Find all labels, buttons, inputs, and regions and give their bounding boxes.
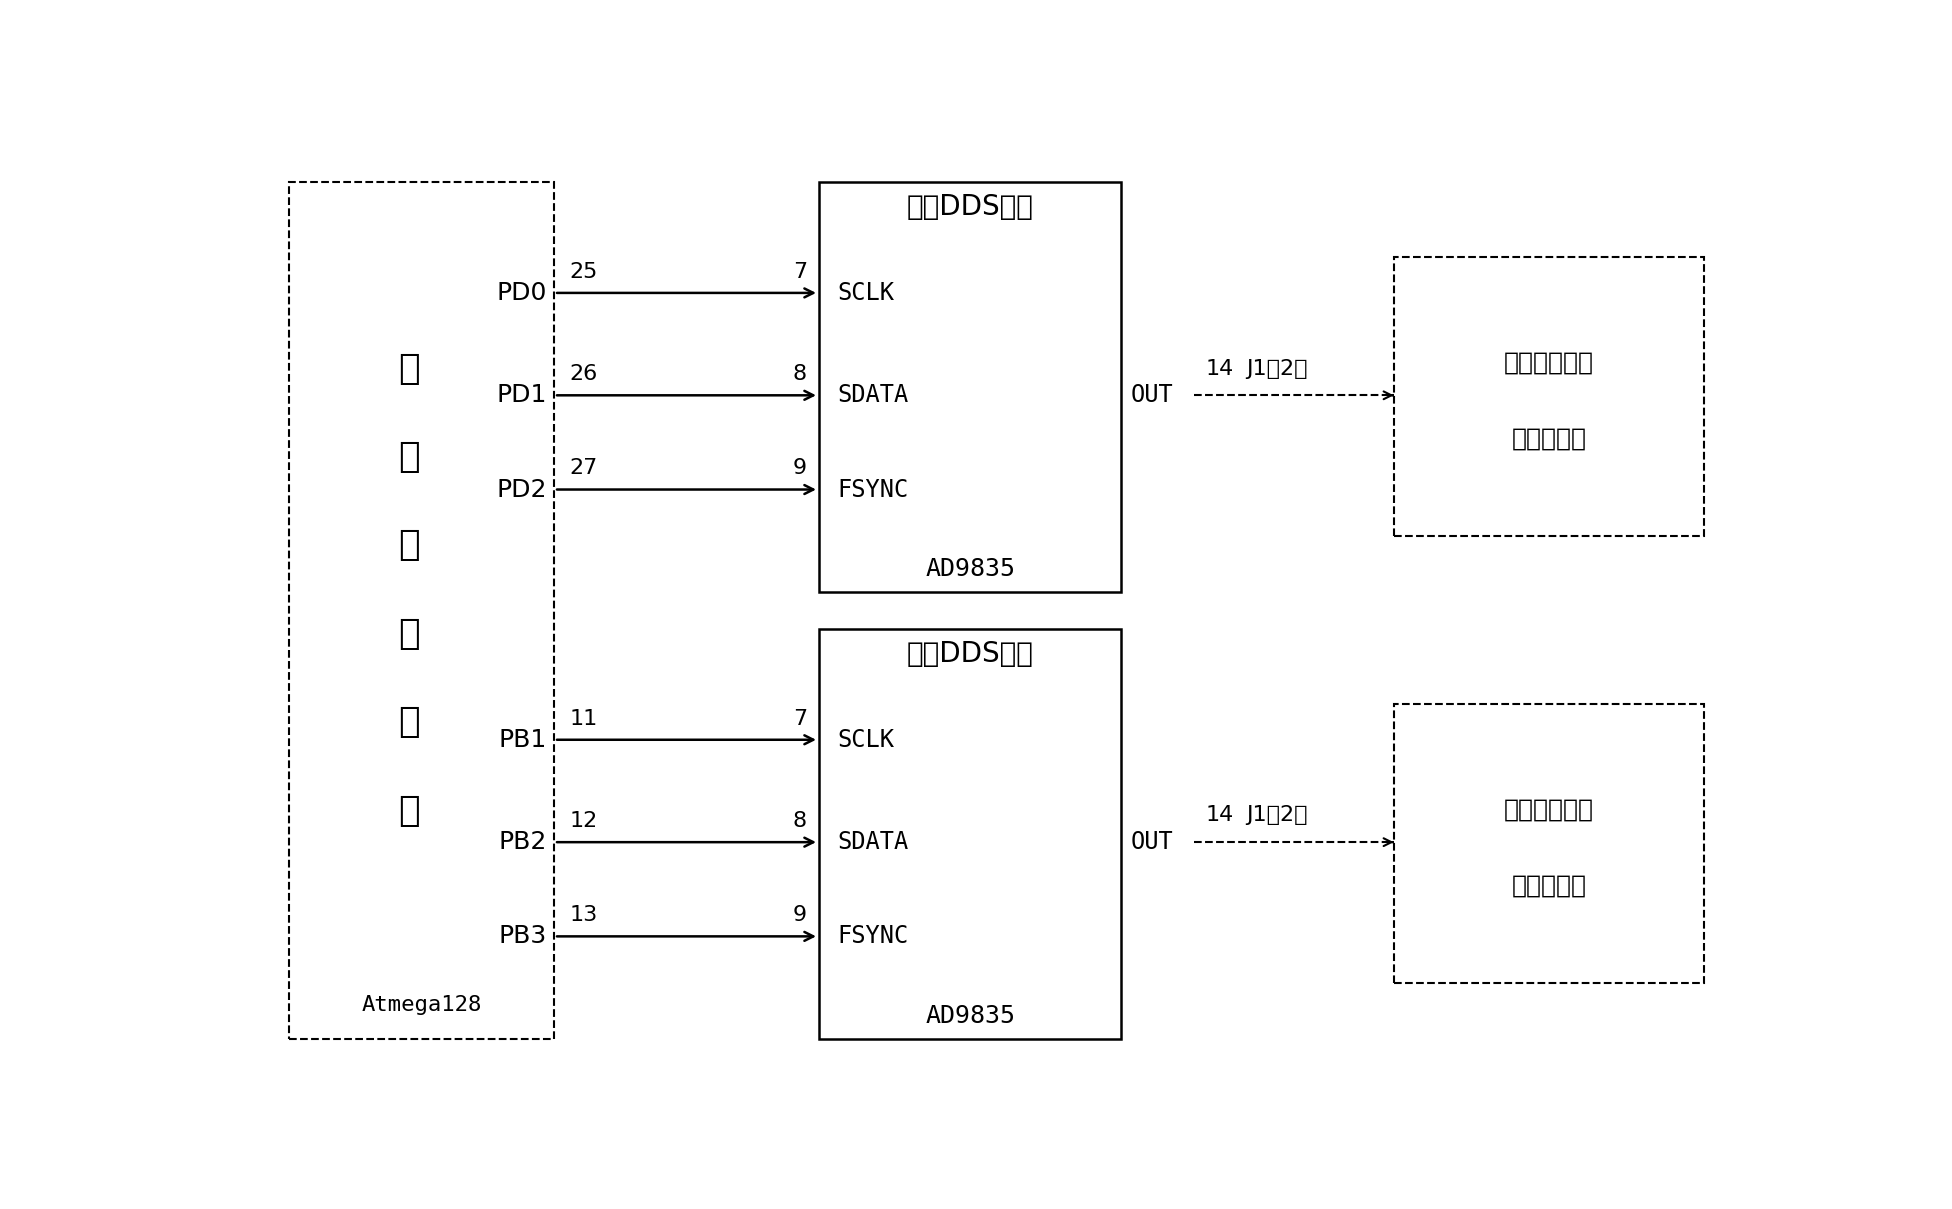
- Text: 9: 9: [793, 906, 806, 925]
- Text: J1的2端: J1的2端: [1247, 805, 1308, 826]
- Text: PD1: PD1: [496, 383, 547, 407]
- Text: 本挭DDS模块: 本挭DDS模块: [908, 193, 1033, 221]
- Text: AD9835: AD9835: [925, 557, 1015, 580]
- Text: OUT: OUT: [1130, 831, 1173, 855]
- Text: PD0: PD0: [496, 280, 547, 305]
- Text: AD9835: AD9835: [925, 1003, 1015, 1028]
- Text: 27: 27: [570, 458, 597, 479]
- Text: 控: 控: [398, 617, 420, 650]
- Text: FSYNC: FSYNC: [837, 925, 908, 948]
- Text: 本挭七阶椭圆: 本挭七阶椭圆: [1503, 351, 1593, 375]
- Bar: [820, 629, 1122, 1039]
- Bar: [1394, 256, 1704, 536]
- Bar: [1394, 704, 1704, 983]
- Text: PB1: PB1: [498, 728, 547, 752]
- Text: 单: 单: [398, 705, 420, 739]
- Text: 11: 11: [570, 708, 597, 729]
- Text: 检: 检: [398, 352, 420, 386]
- Text: 主挭DDS模块: 主挭DDS模块: [908, 641, 1033, 669]
- Text: 相: 相: [398, 440, 420, 474]
- Text: 8: 8: [793, 811, 806, 831]
- Text: PB2: PB2: [498, 831, 547, 855]
- Text: SDATA: SDATA: [837, 383, 908, 407]
- Text: PD2: PD2: [496, 478, 547, 502]
- Text: 14: 14: [1206, 805, 1234, 826]
- Text: 14: 14: [1206, 359, 1234, 378]
- Text: PB3: PB3: [498, 925, 547, 948]
- Text: 滤波器模块: 滤波器模块: [1511, 427, 1587, 450]
- Text: 9: 9: [793, 458, 806, 479]
- Text: 7: 7: [793, 261, 806, 282]
- Text: 12: 12: [570, 811, 597, 831]
- Text: 主: 主: [398, 528, 420, 562]
- Text: 13: 13: [570, 906, 597, 925]
- Text: 元: 元: [398, 793, 420, 828]
- Text: FSYNC: FSYNC: [837, 478, 908, 502]
- Text: J1的2端: J1的2端: [1247, 359, 1308, 378]
- Bar: [289, 183, 554, 1039]
- Text: SDATA: SDATA: [837, 831, 908, 855]
- Text: SCLK: SCLK: [837, 280, 894, 305]
- Text: 7: 7: [793, 708, 806, 729]
- Text: Atmega128: Atmega128: [361, 995, 482, 1016]
- Text: 8: 8: [793, 364, 806, 384]
- Text: SCLK: SCLK: [837, 728, 894, 752]
- Text: 滤波器模块: 滤波器模块: [1511, 873, 1587, 897]
- Text: 26: 26: [570, 364, 597, 384]
- Text: 主挭七阶椭圆: 主挭七阶椭圆: [1503, 798, 1593, 822]
- Text: OUT: OUT: [1130, 383, 1173, 407]
- Text: 25: 25: [570, 261, 597, 282]
- Bar: [820, 183, 1122, 592]
